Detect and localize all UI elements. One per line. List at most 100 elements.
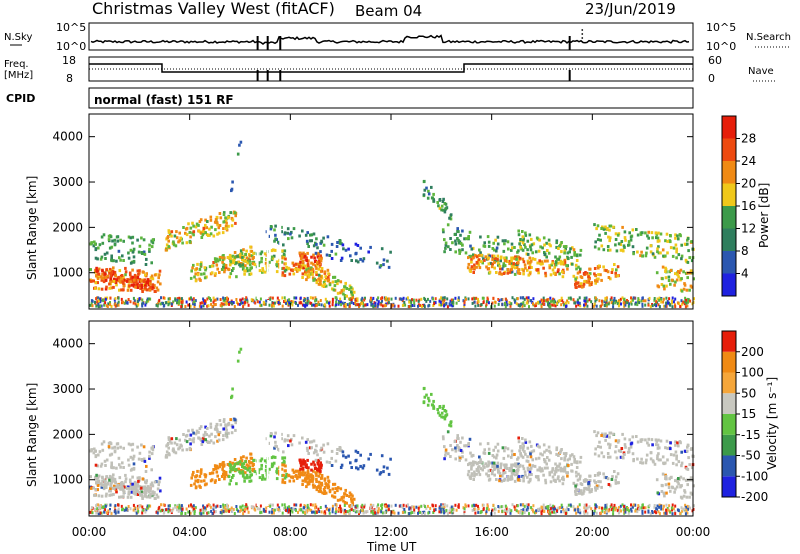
velocity-cell: [193, 512, 196, 515]
velocity-cell: [659, 439, 663, 443]
power-cell: [196, 273, 200, 277]
power-cell: [115, 235, 119, 239]
velocity-cell: [115, 466, 118, 470]
velocity-cell: [184, 512, 187, 515]
velocity-cell: [567, 503, 570, 507]
power-cell: [631, 228, 635, 232]
power-cell: [371, 303, 374, 306]
power-cell: [413, 301, 416, 305]
velocity-cell: [325, 483, 328, 487]
velocity-cell: [393, 511, 396, 515]
velocity-cell: [209, 439, 213, 443]
power-cell: [259, 252, 263, 256]
velocity-cell: [259, 459, 263, 463]
power-cell: [184, 227, 188, 231]
velocity-cell: [210, 432, 213, 436]
power-cell: [312, 232, 316, 236]
velocity-cell: [331, 494, 334, 498]
power-cell: [571, 262, 574, 266]
velocity-cell: [530, 473, 533, 476]
power-cell: [627, 240, 631, 244]
velocity-cell: [680, 464, 683, 468]
noise-right-top: 10^5: [706, 21, 736, 34]
power-cell: [248, 259, 251, 263]
velocity-cell: [688, 463, 691, 467]
velocity-cell: [645, 453, 649, 457]
power-cell: [109, 303, 112, 307]
velocity-cell: [579, 511, 582, 515]
velocity-cell: [211, 471, 214, 475]
velocity-cell: [590, 488, 593, 492]
power-cell: [619, 243, 623, 246]
velocity-cell: [488, 461, 491, 465]
power-cell: [255, 296, 258, 300]
power-cell: [676, 234, 679, 238]
power-cell: [557, 261, 560, 265]
power-cell: [146, 299, 149, 303]
velocity-cell: [662, 504, 665, 508]
velocity-cell: [654, 438, 658, 442]
velocity-cell: [454, 449, 458, 453]
power-cell: [509, 304, 512, 308]
power-cell: [568, 250, 571, 254]
velocity-cell: [127, 458, 130, 462]
power-cell: [136, 300, 139, 303]
power-cell: [381, 304, 384, 308]
velocity-cell: [226, 506, 229, 510]
velocity-cell: [463, 444, 466, 448]
power-cell: [628, 302, 631, 306]
power-cell: [442, 300, 445, 304]
power-cell: [603, 300, 606, 304]
velocity-cell: [461, 436, 464, 440]
velocity-cell: [261, 474, 264, 478]
power-cell: [200, 236, 204, 239]
velocity-cell: [620, 447, 624, 450]
power-cell: [119, 238, 122, 242]
power-cell: [536, 300, 539, 304]
power-cell: [392, 303, 395, 307]
velocity-cell: [538, 466, 541, 470]
power-cell: [614, 232, 618, 236]
power-cell: [649, 244, 653, 248]
power-cell: [90, 299, 93, 303]
velocity-cell: [600, 511, 603, 515]
power-cell: [126, 288, 130, 292]
power-cell: [537, 271, 540, 275]
power-cell: [671, 296, 674, 300]
velocity-cell: [109, 480, 113, 484]
velocity-cell: [212, 468, 215, 471]
power-cell: [408, 305, 411, 309]
power-cell: [90, 301, 93, 305]
power-cell: [600, 304, 603, 308]
power-cell: [483, 244, 487, 248]
power-cell: [105, 268, 108, 272]
power-cell: [184, 305, 187, 308]
velocity-cell: [375, 468, 379, 472]
velocity-cell: [140, 459, 144, 462]
power-cell: [315, 242, 318, 246]
velocity-cell: [281, 456, 284, 460]
velocity-cell: [517, 475, 521, 479]
velocity-cell: [268, 510, 271, 514]
velocity-cell: [128, 487, 131, 491]
power-cell: [627, 304, 630, 308]
velocity-cell: [224, 471, 228, 474]
power-cell: [204, 268, 207, 272]
velocity-cell: [212, 507, 215, 511]
velocity-cell: [514, 470, 517, 473]
power-cell: [583, 272, 586, 276]
velocity-cell: [149, 486, 152, 490]
power-cell: [148, 243, 151, 247]
power-cell: [228, 275, 231, 279]
velocity-cell: [331, 507, 334, 511]
power-cell: [151, 241, 155, 245]
power-cell: [665, 284, 668, 288]
noise-sky-label: N.Sky: [4, 32, 32, 43]
power-cell: [610, 271, 614, 274]
velocity-cell: [362, 511, 365, 515]
power-cell: [117, 300, 120, 304]
velocity-cell: [283, 507, 286, 510]
power-cell: [548, 264, 551, 268]
velocity-cell: [479, 467, 483, 471]
power-cell: [532, 302, 534, 306]
